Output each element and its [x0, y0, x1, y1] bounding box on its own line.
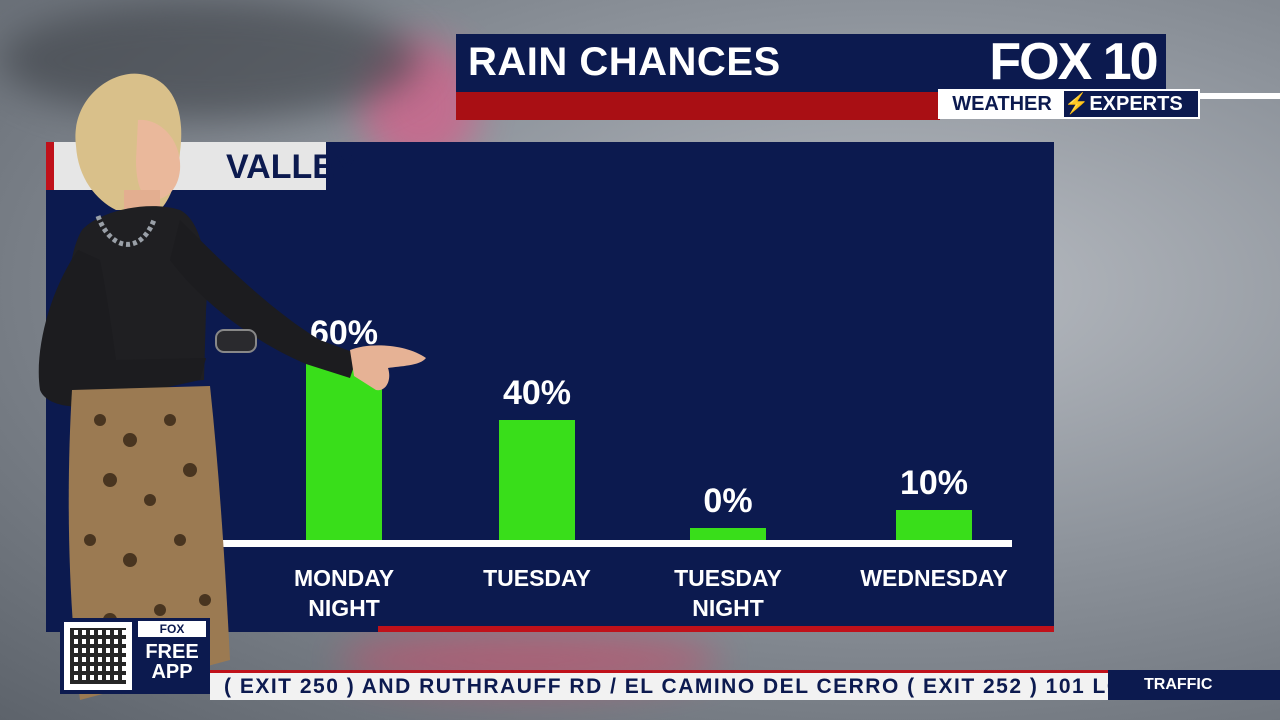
chart-labels: 60%MONDAYNIGHT40%TUESDAY0%TUESDAYNIGHT10… [294, 314, 1008, 621]
free-app-text: FREE APP [138, 642, 206, 682]
presenter-hand [350, 345, 426, 391]
region-label: VALLEY [226, 148, 358, 186]
chart-bars [306, 360, 972, 540]
category-label-1-0: TUESDAY [483, 565, 591, 591]
fox10-logo: FOX 10 [989, 33, 1158, 91]
news-ticker: ( EXIT 250 ) AND RUTHRAUFF RD / EL CAMIN… [210, 670, 1108, 700]
page-title: RAIN CHANCES [468, 40, 781, 84]
presenter-left-arm [38, 250, 207, 407]
free-app-line2: APP [151, 661, 193, 683]
qr-code[interactable] [64, 622, 132, 690]
bar-3 [896, 510, 972, 540]
title-accent-bar [456, 92, 940, 120]
region-tab-accent [46, 142, 54, 190]
bar-1 [499, 420, 575, 540]
ticker-label: TRAFFIC [1144, 676, 1213, 693]
fox-local-logo: FOX LOCAL [138, 621, 206, 652]
bar-value-label-2: 0% [703, 482, 752, 520]
presenter-right-arm [170, 220, 358, 378]
bar-value-label-1: 40% [503, 374, 571, 412]
title-bar: RAIN CHANCES [456, 34, 1166, 92]
category-label-2-0: TUESDAY [674, 565, 782, 591]
logo-divider-line [1200, 93, 1280, 99]
weather-experts-logo: WEATHER ⚡ EXPERTS [938, 89, 1200, 119]
ticker-text: ( EXIT 250 ) AND RUTHRAUFF RD / EL CAMIN… [224, 675, 1108, 698]
logo-experts-text: EXPERTS [1089, 93, 1183, 115]
clicker-remote [215, 329, 257, 353]
bar-0 [306, 360, 382, 540]
app-promo-box[interactable]: FOX LOCAL FREE APP [60, 618, 210, 694]
presenter-necklace [95, 215, 157, 247]
chart-baseline [222, 540, 1012, 547]
logo-weather-text: WEATHER [940, 91, 1064, 117]
free-app-line1: FREE [145, 641, 199, 663]
background-blur-dark [0, 0, 420, 120]
bar-value-label-3: 10% [900, 464, 968, 502]
presenter-face [136, 119, 181, 200]
category-label-0-1: NIGHT [308, 595, 380, 621]
ticker-label-box: TRAFFIC [1108, 670, 1280, 700]
category-label-3-0: WEDNESDAY [860, 565, 1007, 591]
panel-accent-bar [378, 626, 1054, 632]
bar-2 [690, 528, 766, 540]
category-label-0-0: MONDAY [294, 565, 394, 591]
category-label-2-1: NIGHT [692, 595, 764, 621]
